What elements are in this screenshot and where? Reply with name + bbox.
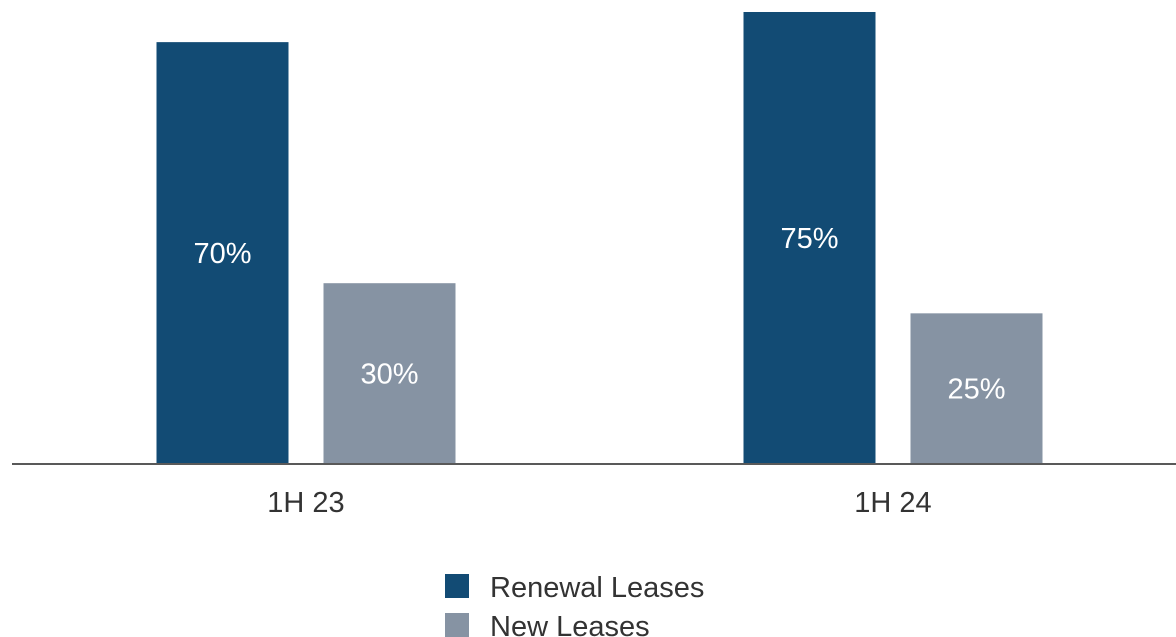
bar-renewal-leases-1h-23 (156, 42, 289, 465)
x-tick-label-1h-24: 1H 24 (854, 487, 931, 519)
legend: Renewal Leases New Leases (445, 572, 704, 637)
bar-new-leases-1h-24 (910, 313, 1043, 464)
data-label-new-leases-1h-24: 25% (947, 374, 1005, 406)
legend-swatch-renewal-leases (445, 574, 469, 598)
x-tick-label-1h-23: 1H 23 (267, 487, 344, 519)
data-label-new-leases-1h-23: 30% (360, 359, 418, 391)
bar-new-leases-1h-23 (323, 283, 456, 464)
x-tick-labels: 1H 23 1H 24 (267, 487, 931, 519)
bar-renewal-leases-1h-24 (743, 12, 876, 464)
legend-label-renewal-leases: Renewal Leases (490, 572, 704, 604)
data-label-renewal-leases-1h-23: 70% (193, 238, 251, 270)
bars-group (156, 12, 1043, 465)
data-label-renewal-leases-1h-24: 75% (780, 223, 838, 255)
legend-swatch-new-leases (445, 613, 469, 637)
legend-label-new-leases: New Leases (490, 611, 650, 637)
bar-labels-group: 70% 30% 75% 25% (193, 223, 1005, 406)
